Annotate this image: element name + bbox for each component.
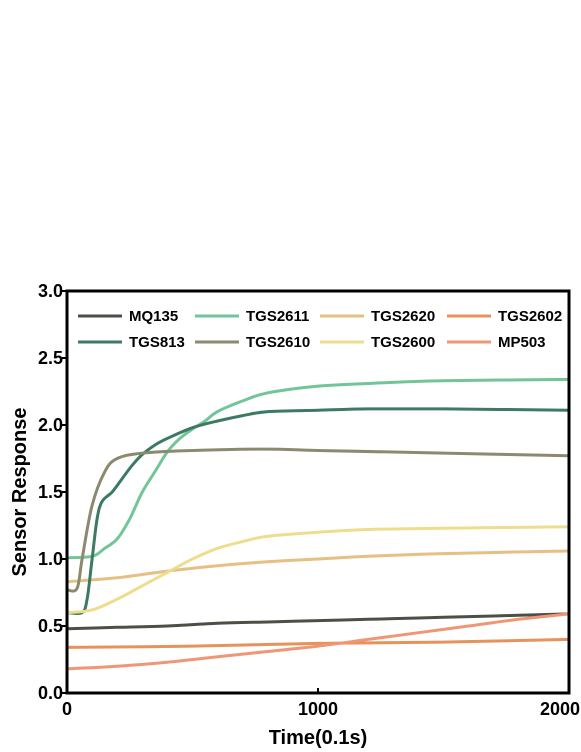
y-tick-label: 3.0 <box>38 281 63 301</box>
legend-item-tgs2600: TGS2600 <box>320 334 435 351</box>
legend-item-tgs2620: TGS2620 <box>320 308 435 325</box>
y-tick-label: 0.5 <box>38 616 63 636</box>
series-line-tgs2610 <box>66 447 570 593</box>
legend-label: TGS2602 <box>498 308 562 325</box>
legend: MQ135 TGS2611 TGS2620 TGS2602 TGS813 TGS2610 T… <box>78 308 562 351</box>
series-layer <box>66 377 570 671</box>
x-tick-label: 1000 <box>298 699 338 719</box>
y-tick-label: 0.0 <box>38 683 63 703</box>
series-line-tgs2611 <box>66 377 570 560</box>
series-line-mp503 <box>66 612 570 671</box>
legend-item-mp503: MP503 <box>447 334 546 351</box>
y-tick-label: 1.5 <box>38 482 63 502</box>
x-axis-label: Time(0.1s) <box>269 727 368 749</box>
y-axis-label: Sensor Response <box>9 408 31 577</box>
legend-item-mq135: MQ135 <box>78 308 178 325</box>
y-tick-label: 1.0 <box>38 549 63 569</box>
axis-ticks: 0.0 0.5 1.0 1.5 2.0 2.5 3.0 0 1000 2000 <box>38 281 580 719</box>
x-tick-label: 0 <box>62 699 72 719</box>
series-line-mq135 <box>66 612 570 631</box>
legend-label: TGS2600 <box>371 334 435 351</box>
legend-label: TGS2610 <box>246 334 310 351</box>
x-tick-label: 2000 <box>540 699 580 719</box>
legend-item-tgs813: TGS813 <box>78 334 185 351</box>
legend-item-tgs2602: TGS2602 <box>447 308 562 325</box>
y-tick-label: 2.0 <box>38 415 63 435</box>
series-line-tgs2600 <box>66 525 570 615</box>
series-line-tgs2602 <box>66 637 570 649</box>
legend-label: TGS2620 <box>371 308 435 325</box>
y-tick-label: 2.5 <box>38 348 63 368</box>
legend-label: TGS2611 <box>246 308 309 325</box>
legend-label: TGS813 <box>129 334 185 351</box>
series-line-tgs2620 <box>66 549 570 584</box>
legend-label: MQ135 <box>129 308 178 325</box>
series-line-tgs813 <box>66 407 570 616</box>
legend-item-tgs2611: TGS2611 <box>195 308 309 325</box>
legend-label: MP503 <box>498 334 546 351</box>
legend-item-tgs2610: TGS2610 <box>195 334 310 351</box>
